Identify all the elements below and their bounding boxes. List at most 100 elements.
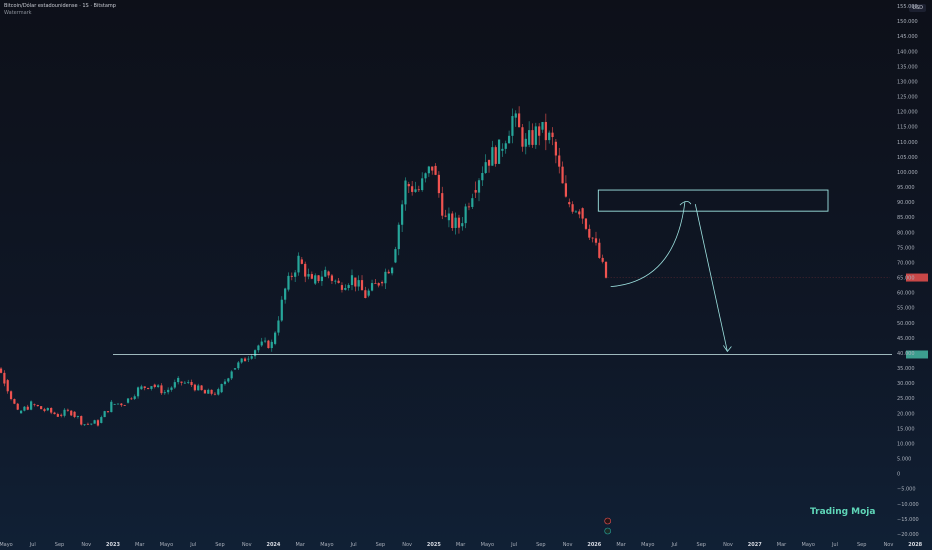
candle-body bbox=[260, 341, 263, 346]
candle-body bbox=[143, 386, 146, 388]
candle-body bbox=[43, 409, 46, 411]
chart-subtitle: Watermark bbox=[4, 10, 32, 16]
y-tick-label: 75.000 bbox=[897, 245, 915, 251]
x-tick-label: Jul bbox=[831, 542, 838, 548]
y-tick-label: 85.000 bbox=[897, 215, 915, 221]
candle-body bbox=[421, 178, 424, 191]
candle-body bbox=[233, 368, 237, 370]
earnings-marker bbox=[604, 527, 611, 535]
x-tick-label: Mayo bbox=[160, 542, 173, 548]
candle-body bbox=[401, 204, 404, 225]
drawings-layer bbox=[113, 189, 928, 535]
candle-body bbox=[197, 385, 200, 391]
currency-button[interactable]: USD bbox=[909, 4, 926, 12]
x-tick-label: Mayo bbox=[320, 542, 333, 548]
x-tick-label: Mar bbox=[135, 542, 145, 548]
candle-body bbox=[230, 371, 233, 379]
projection-arrow-head bbox=[723, 345, 732, 353]
y-tick-label: −10.000 bbox=[897, 502, 919, 508]
candle-body bbox=[223, 381, 227, 385]
price-axis[interactable]: 155.000 150.000 145.000 140.000 135.000 130.0… bbox=[897, 4, 919, 538]
candle-body bbox=[591, 237, 594, 239]
candle-body bbox=[33, 404, 36, 406]
candle-body bbox=[50, 407, 53, 413]
candle-body bbox=[471, 198, 474, 207]
candle-body bbox=[457, 217, 461, 228]
chart-title: Bitcoin/Dólar estadounidense · 1S · Bits… bbox=[4, 3, 116, 9]
candle-body bbox=[19, 410, 23, 414]
candle-body bbox=[136, 387, 140, 397]
y-tick-label: 135.000 bbox=[897, 64, 918, 70]
candle-body bbox=[320, 276, 324, 282]
candle-body bbox=[86, 423, 90, 425]
candle-body bbox=[207, 389, 210, 394]
y-tick-label: 15.000 bbox=[897, 426, 915, 432]
time-axis[interactable]: Mayo Jul Sep Nov 2023 Mar Mayo Jul Sep Nov 2024 Mar… bbox=[0, 542, 923, 548]
x-tick-label: Nov bbox=[402, 542, 412, 548]
candle-body bbox=[13, 399, 16, 404]
x-tick-label: Mayo bbox=[0, 542, 13, 548]
candle-body bbox=[270, 341, 273, 349]
x-tick-label: Sep bbox=[376, 542, 385, 548]
candle-body bbox=[210, 389, 213, 394]
candle-body bbox=[220, 384, 223, 393]
x-tick-label: Nov bbox=[884, 542, 894, 548]
candle-body bbox=[507, 135, 511, 144]
y-tick-label: 115.000 bbox=[897, 125, 918, 131]
resistance-zone bbox=[597, 189, 829, 212]
candle-body bbox=[106, 411, 110, 413]
candle-body bbox=[274, 332, 277, 344]
y-tick-label: 70.000 bbox=[897, 260, 915, 266]
candle-body bbox=[284, 288, 287, 300]
candle-body bbox=[568, 202, 571, 205]
candle-body bbox=[180, 381, 183, 383]
candle-body bbox=[404, 180, 407, 205]
candle-body bbox=[300, 259, 303, 264]
candle-body bbox=[481, 172, 484, 181]
candle-body bbox=[193, 384, 196, 391]
x-tick-label: Mayo bbox=[802, 542, 815, 548]
candle-body bbox=[263, 340, 267, 342]
candle-body bbox=[60, 414, 63, 416]
candle-body bbox=[130, 398, 133, 400]
candle-body bbox=[384, 271, 387, 284]
candle-body bbox=[96, 420, 100, 426]
y-tick-label: 65.000 bbox=[897, 276, 915, 282]
candle-body bbox=[153, 384, 156, 387]
candle-body bbox=[3, 372, 6, 384]
candle-body bbox=[76, 416, 80, 417]
candle-body bbox=[240, 358, 243, 363]
candle-body bbox=[538, 126, 541, 136]
candle-body bbox=[73, 411, 76, 417]
candle-body bbox=[46, 407, 49, 411]
y-tick-label: 105.000 bbox=[897, 155, 918, 161]
candle-body bbox=[140, 386, 143, 390]
candle-body bbox=[217, 389, 220, 395]
y-tick-label: 145.000 bbox=[897, 34, 918, 40]
y-tick-label: 155.000 bbox=[897, 4, 918, 10]
candle-body bbox=[584, 218, 588, 229]
y-tick-label: 130.000 bbox=[897, 79, 918, 85]
candle-body bbox=[110, 401, 113, 413]
y-tick-label: 140.000 bbox=[897, 49, 918, 55]
candle-body bbox=[327, 271, 330, 276]
candle-body bbox=[601, 257, 604, 262]
candle-body bbox=[354, 277, 357, 287]
candle-body bbox=[534, 126, 537, 145]
candle-body bbox=[116, 403, 120, 405]
x-tick-label: Nov bbox=[563, 542, 573, 548]
y-tick-label: 100.000 bbox=[897, 170, 918, 176]
candle-body bbox=[330, 275, 334, 281]
candles-layer bbox=[0, 106, 608, 427]
candle-body bbox=[434, 165, 437, 175]
candle-body bbox=[173, 382, 176, 388]
candle-body bbox=[347, 285, 350, 288]
projection-arrow bbox=[694, 204, 728, 352]
candle-body bbox=[170, 387, 173, 390]
candle-body bbox=[528, 130, 531, 145]
candle-body bbox=[558, 155, 561, 167]
candle-body bbox=[491, 147, 494, 166]
candle-body bbox=[90, 423, 93, 425]
candle-body bbox=[521, 127, 524, 147]
